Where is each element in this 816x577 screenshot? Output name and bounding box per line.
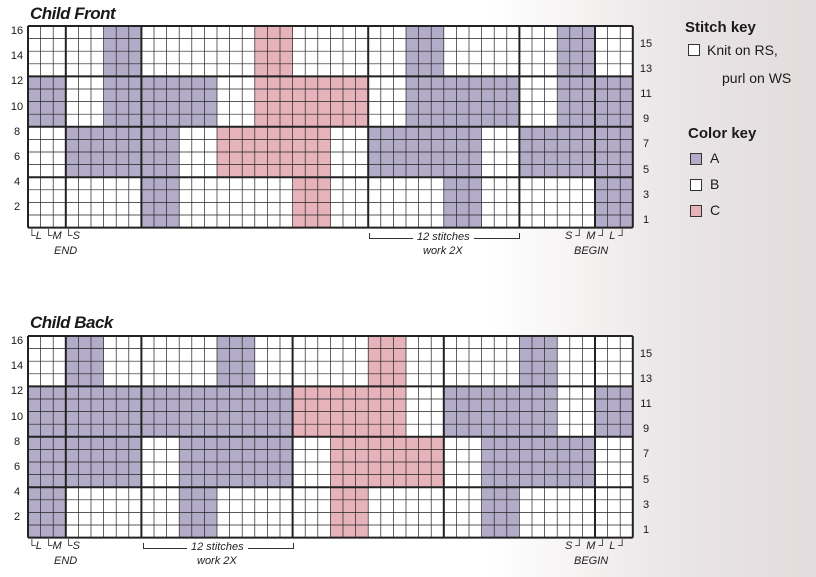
stitch-key-line2: purl on WS — [722, 70, 792, 86]
color-key-label-c: C — [710, 202, 721, 218]
stitch-key-swatch — [688, 44, 700, 56]
row-number: 1 — [642, 524, 650, 536]
row-number: 15 — [639, 347, 653, 360]
row-number: 15 — [639, 37, 653, 50]
row-number: 7 — [642, 138, 650, 151]
repeat-bracket-front-right-tick — [519, 233, 520, 239]
row-number: 11 — [640, 88, 652, 100]
row-number: 10 — [10, 100, 24, 113]
row-number: 2 — [13, 511, 21, 524]
repeat-label-front: 12 stitches — [413, 231, 474, 243]
row-number: 1 — [642, 214, 650, 226]
row-number: 16 — [10, 25, 24, 37]
row-number: 2 — [13, 201, 21, 214]
repeat-bracket-back-left-tick — [143, 543, 144, 549]
end-label-front: END — [54, 245, 78, 257]
repeat-sub-back: work 2X — [197, 555, 237, 567]
row-number: 14 — [10, 50, 24, 63]
color-key-label-b: B — [710, 176, 720, 192]
row-number: 5 — [642, 163, 650, 176]
repeat-bracket-back-right-tick — [293, 543, 294, 549]
row-number: 14 — [10, 360, 24, 373]
row-number: 7 — [642, 448, 650, 461]
color-key-label-a: A — [710, 150, 720, 166]
row-number: 12 — [10, 75, 24, 88]
end-label-back: END — [54, 555, 78, 567]
repeat-bracket-front-left-tick — [369, 233, 370, 239]
row-number: 4 — [13, 486, 21, 499]
row-number: 16 — [10, 335, 24, 347]
stitch-key-title: Stitch key — [685, 19, 756, 36]
row-number: 6 — [13, 151, 21, 163]
size-marks-right-front: S ┘ M ┘ L ┘ — [565, 230, 627, 242]
color-key-swatch-c — [690, 205, 702, 217]
row-number: 13 — [639, 372, 653, 385]
row-number: 4 — [13, 176, 21, 189]
begin-label-front: BEGIN — [574, 245, 609, 257]
size-marks-left-front: └L └M └S — [28, 230, 80, 242]
row-number: 11 — [640, 398, 652, 410]
row-number: 5 — [642, 473, 650, 486]
color-key-swatch-a — [690, 153, 702, 165]
row-number: 12 — [10, 385, 24, 398]
row-number: 10 — [10, 410, 24, 423]
row-number: 8 — [13, 125, 21, 138]
row-number: 13 — [639, 62, 653, 75]
row-number: 9 — [642, 113, 650, 126]
row-number: 8 — [13, 435, 21, 448]
chart-title-back: Child Back — [30, 313, 113, 332]
chart-title-front: Child Front — [30, 4, 116, 23]
chart-grid-back — [27, 335, 634, 539]
begin-label-back: BEGIN — [574, 555, 609, 567]
size-marks-right-back: S ┘ M ┘ L ┘ — [565, 540, 627, 552]
color-key-title: Color key — [688, 125, 757, 142]
stitch-key-line1: Knit on RS, — [707, 42, 778, 58]
size-marks-left-back: └L └M └S — [28, 540, 80, 552]
row-number: 6 — [13, 461, 21, 473]
color-key-swatch-b — [690, 179, 702, 191]
chart-grid-front — [27, 25, 634, 229]
row-number: 3 — [642, 498, 650, 511]
row-number: 3 — [642, 188, 650, 201]
repeat-label-back: 12 stitches — [187, 541, 248, 553]
row-number: 9 — [642, 423, 650, 436]
repeat-sub-front: work 2X — [423, 245, 463, 257]
